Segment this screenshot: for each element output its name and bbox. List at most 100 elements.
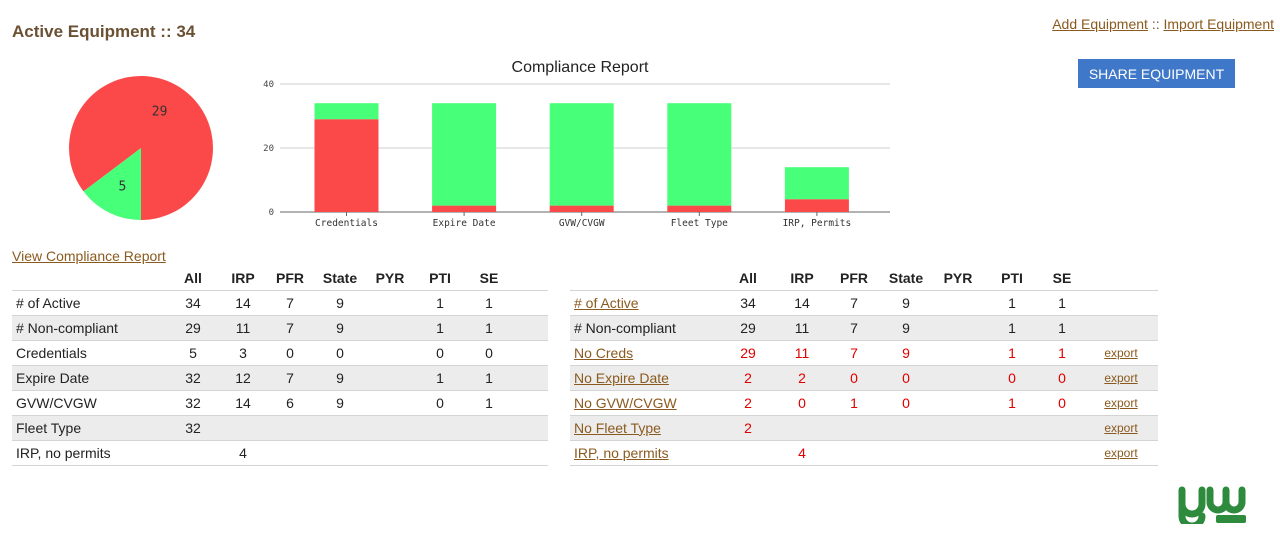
table-row: No Expire Date 2 2 0 0 0 0 export (570, 364, 1158, 390)
export-link[interactable]: export (1104, 445, 1138, 460)
left-column-header: State (322, 269, 358, 286)
row-label-link[interactable]: No Fleet Type (574, 419, 661, 436)
table-row: # Non-compliant 29 11 7 9 1 1 (12, 314, 548, 340)
table-cell (218, 414, 268, 440)
table-cell (880, 414, 932, 440)
table-cell: 1 (984, 314, 1040, 340)
share-equipment-button[interactable]: SHARE EQUIPMENT (1078, 59, 1235, 88)
table-cell (468, 439, 510, 466)
table-cell: 1 (1040, 289, 1084, 315)
table-cell: 7 (828, 289, 880, 315)
compliance-summary-table: All IRP PFR State PYR PTI SE # of Active 34 14 7 9… (12, 266, 548, 466)
table-cell: 0 (828, 364, 880, 390)
y-tick-label: 40 (263, 80, 274, 90)
table-cell (776, 414, 828, 440)
chart-title: Compliance Report (512, 59, 650, 76)
export-link[interactable]: export (1104, 395, 1138, 410)
table-cell: 2 (720, 389, 776, 415)
left-column-header: IRP (231, 269, 255, 286)
spacer-cell (510, 314, 548, 340)
table-cell: 29 (168, 314, 218, 340)
export-link[interactable]: export (1104, 370, 1138, 385)
table-cell (880, 439, 932, 466)
table-row: Credentials 5 3 0 0 0 0 (12, 339, 548, 365)
spacer-cell (510, 289, 548, 315)
table-cell (932, 339, 984, 365)
table-cell: 7 (268, 289, 312, 315)
spacer-cell (510, 364, 548, 390)
table-cell: 0 (776, 389, 828, 415)
table-cell: 14 (218, 289, 268, 315)
table-cell (312, 439, 368, 466)
right-column-header: All (739, 269, 757, 286)
table-cell (720, 439, 776, 466)
bar-segment (784, 199, 849, 212)
export-cell: export (1084, 414, 1158, 440)
bar-segment (667, 205, 732, 212)
bar-segment (314, 103, 379, 120)
table-cell: 0 (1040, 364, 1084, 390)
x-tick-label: GVW/CVGW (559, 218, 605, 229)
export-cell (1084, 289, 1158, 315)
export-link[interactable]: export (1104, 420, 1138, 435)
left-column-header: PFR (276, 269, 304, 286)
row-label: GVW/CVGW (12, 389, 168, 415)
right-column-header: PYR (943, 269, 973, 286)
table-cell: 12 (218, 364, 268, 390)
right-column-header: State (888, 269, 924, 286)
compliance-bar-chart: Compliance Report 0 20 40 Credentials Expire … (263, 59, 890, 229)
export-link[interactable]: export (1104, 345, 1138, 360)
row-label: IRP, no permits (12, 439, 168, 466)
bar-segment (549, 205, 614, 212)
pie-slice (83, 148, 141, 220)
row-label-link[interactable]: # of Active (574, 294, 639, 311)
table-row: # of Active 34 14 7 9 1 1 (570, 289, 1158, 315)
bar-segment (432, 103, 497, 206)
table-cell (368, 389, 412, 415)
row-label-link[interactable]: No GVW/CVGW (574, 394, 677, 411)
table-row: No Creds 29 11 7 9 1 1 export (570, 339, 1158, 365)
table-cell (412, 439, 468, 466)
table-cell: 5 (168, 339, 218, 365)
row-label: Fleet Type (12, 414, 168, 440)
add-equipment-link[interactable]: Add Equipment (1052, 16, 1148, 32)
row-label-link[interactable]: No Expire Date (574, 369, 669, 386)
pie-slice-label: 29 (152, 105, 168, 120)
table-cell (1040, 439, 1084, 466)
export-cell: export (1084, 339, 1158, 365)
table-row: No Fleet Type 2 export (570, 414, 1158, 440)
x-tick-label: Expire Date (433, 218, 496, 229)
spacer-cell (510, 414, 548, 440)
table-cell: 9 (312, 289, 368, 315)
table-cell (368, 364, 412, 390)
left-column-header: PTI (429, 269, 451, 286)
row-label-link[interactable]: No Creds (574, 344, 634, 361)
table-cell (412, 414, 468, 440)
row-label-link[interactable]: IRP, no permits (574, 444, 669, 461)
table-row: IRP, no permits 4 export (570, 439, 1158, 466)
table-cell: 7 (828, 314, 880, 340)
table-cell: 0 (880, 389, 932, 415)
table-row: GVW/CVGW 32 14 6 9 0 1 (12, 389, 548, 415)
table-cell: 9 (880, 314, 932, 340)
table-cell (268, 439, 312, 466)
right-column-header: PTI (1001, 269, 1023, 286)
table-cell: 1 (412, 364, 468, 390)
table-cell: 34 (720, 289, 776, 315)
view-compliance-report-link[interactable]: View Compliance Report (12, 248, 166, 264)
table-cell: 29 (720, 339, 776, 365)
table-cell: 9 (312, 389, 368, 415)
link-separator: :: (1151, 16, 1160, 32)
table-cell: 14 (776, 289, 828, 315)
row-label-cell: No Fleet Type (570, 414, 720, 440)
table-cell: 0 (468, 339, 510, 365)
compliance-pie-chart: 29 5 (68, 75, 213, 220)
table-cell (932, 314, 984, 340)
gwconnect-logo (1178, 486, 1246, 524)
table-cell: 1 (412, 314, 468, 340)
table-cell (828, 439, 880, 466)
table-cell (828, 414, 880, 440)
row-label: Expire Date (12, 364, 168, 390)
import-equipment-link[interactable]: Import Equipment (1163, 16, 1275, 32)
table-cell: 6 (268, 389, 312, 415)
